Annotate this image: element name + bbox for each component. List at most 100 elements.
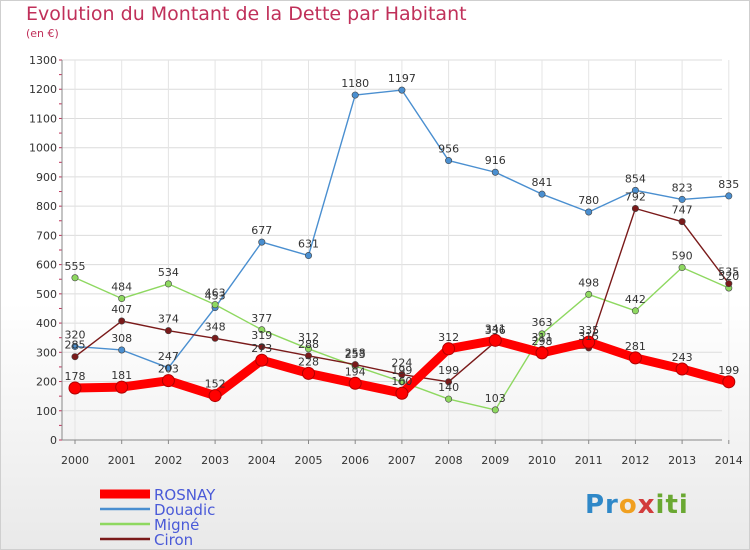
point-rosnay [302,366,315,380]
point-migné [71,274,79,282]
y-tick-label: 1100 [29,112,57,125]
point-rosnay [348,376,362,390]
point-migné [538,330,546,338]
y-tick-label: 1300 [29,54,57,67]
data-label: 956 [438,143,459,156]
data-label: 285 [65,339,86,352]
data-label: 780 [578,194,599,207]
data-label: 258 [345,347,366,360]
data-label: 835 [718,178,739,191]
point-douadic [258,238,266,246]
data-label: 203 [158,363,179,376]
y-tick-label: 100 [36,405,57,418]
data-label: 228 [298,355,319,368]
point-douadic [118,346,126,354]
point-migné [678,264,686,272]
data-label: 631 [298,238,319,251]
data-label: 1180 [341,77,369,90]
point-douadic [491,168,499,176]
data-label: 1197 [388,72,416,85]
point-ciron [304,352,312,360]
point-rosnay [488,333,502,347]
point-rosnay [255,353,269,367]
data-label: 194 [345,365,366,378]
data-label: 224 [391,357,412,370]
point-ciron [631,204,639,212]
point-douadic [631,186,639,194]
proxiti-logo: Proxiti [585,490,689,520]
legend-label: Ciron [154,531,193,549]
point-douadic [445,157,453,165]
point-ciron [211,334,219,342]
point-migné [445,395,453,403]
point-ciron [445,378,453,386]
data-label: 453 [205,290,226,303]
data-label: 677 [251,224,272,237]
data-label: 823 [672,181,693,194]
y-tick-label: 0 [50,434,57,447]
x-tick-label: 2014 [715,454,743,467]
data-label: 377 [251,312,272,325]
data-label: 534 [158,266,179,279]
point-ciron [351,361,359,369]
point-rosnay [68,381,82,395]
point-rosnay [395,386,409,400]
data-label: 841 [532,176,553,189]
y-tick-label: 800 [36,200,57,213]
data-label: 916 [485,154,506,167]
data-label: 336 [485,324,506,337]
point-douadic [164,364,172,372]
data-label: 178 [65,370,86,383]
data-label: 273 [251,342,272,355]
y-tick-label: 1200 [29,83,57,96]
point-ciron [725,280,733,288]
point-douadic [538,190,546,198]
data-label: 312 [298,331,319,344]
data-label: 140 [438,381,459,394]
data-labels: 178 181 203 152 273 228 194 160 312 341 298 335 281 2… [65,72,740,405]
x-tick-label: 2011 [575,454,603,467]
point-ciron [164,327,172,335]
y-tick-label: 400 [36,317,57,330]
x-tick-label: 2001 [108,454,136,467]
data-label: 363 [532,316,553,329]
data-label: 152 [205,378,226,391]
data-label: 341 [485,322,506,335]
legend-label: Douadic [154,501,215,519]
point-rosnay [535,346,549,360]
data-label: 590 [672,250,693,263]
y-tick-label: 700 [36,229,57,242]
data-label: 520 [718,270,739,283]
point-migné [491,406,499,414]
x-tick-label: 2012 [621,454,649,467]
data-label: 854 [625,172,646,185]
x-tick-label: 2010 [528,454,556,467]
point-migné [631,307,639,315]
point-migné [118,295,126,303]
point-ciron [71,353,79,361]
point-migné [258,326,266,334]
data-label: 374 [158,313,179,326]
data-label: 335 [578,324,599,337]
point-ciron [678,218,686,226]
y-tick-label: 600 [36,259,57,272]
y-tick-label: 500 [36,288,57,301]
data-label: 160 [391,375,412,388]
data-label: 407 [111,303,132,316]
x-tick-label: 2003 [201,454,229,467]
chart-title: Evolution du Montant de la Dette par Hab… [26,3,467,25]
point-rosnay [161,374,175,388]
point-douadic [725,192,733,200]
data-label: 199 [438,364,459,377]
point-rosnay [722,375,736,389]
data-label: 747 [672,204,693,217]
data-label: 442 [625,293,646,306]
point-rosnay [675,362,689,376]
x-tick-label: 2007 [388,454,416,467]
y-tick-label: 900 [36,171,57,184]
data-label: 535 [718,266,739,279]
data-label: 288 [298,338,319,351]
point-migné [398,378,406,386]
